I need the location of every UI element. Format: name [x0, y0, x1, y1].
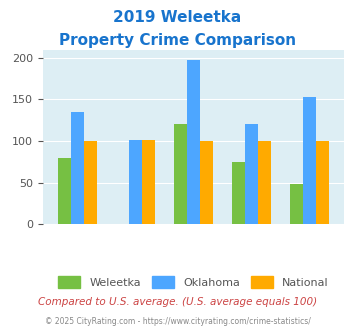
Bar	[290, 184, 303, 224]
Bar	[200, 141, 213, 224]
Text: © 2025 CityRating.com - https://www.cityrating.com/crime-statistics/: © 2025 CityRating.com - https://www.city…	[45, 317, 310, 326]
Bar	[233, 162, 245, 224]
Bar	[174, 124, 187, 224]
Bar	[129, 140, 142, 224]
Bar	[316, 141, 329, 224]
Text: Compared to U.S. average. (U.S. average equals 100): Compared to U.S. average. (U.S. average …	[38, 297, 317, 307]
Bar	[142, 140, 154, 224]
Bar	[303, 97, 316, 224]
Bar	[245, 124, 258, 224]
Text: Property Crime Comparison: Property Crime Comparison	[59, 33, 296, 48]
Text: 2019 Weleetka: 2019 Weleetka	[113, 10, 242, 25]
Bar	[84, 141, 97, 224]
Bar	[187, 60, 200, 224]
Bar	[58, 158, 71, 224]
Bar	[71, 112, 84, 224]
Bar	[258, 141, 271, 224]
Legend: Weleetka, Oklahoma, National: Weleetka, Oklahoma, National	[54, 272, 333, 292]
